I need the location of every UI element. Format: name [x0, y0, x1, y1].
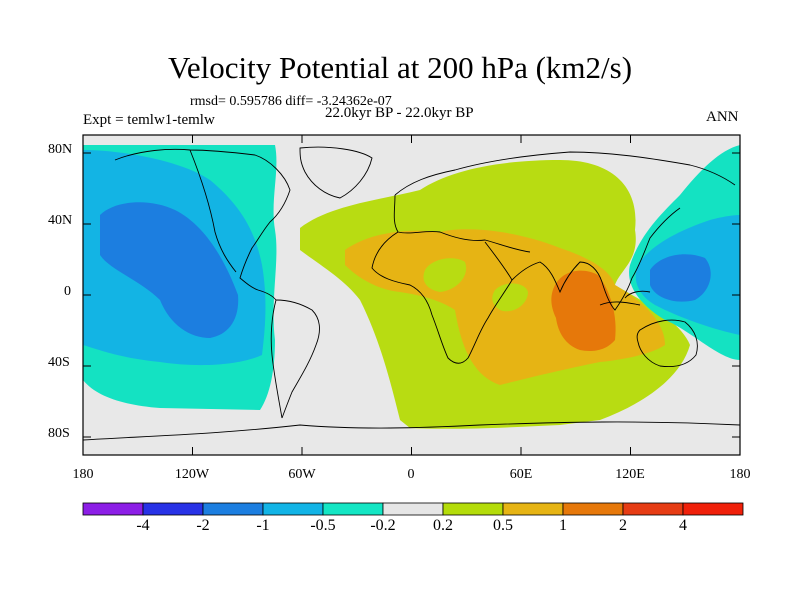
colorbar-label: 4	[679, 517, 687, 534]
coast-south-america-east	[275, 299, 320, 419]
y-tick-label-eq: 0	[64, 284, 71, 299]
map-title: Velocity Potential at 200 hPa (km2/s)	[167, 50, 633, 85]
colorbar-segment	[82, 502, 144, 516]
colorbar-segment	[202, 502, 264, 516]
coast-eurasia-north	[394, 151, 736, 196]
colorbar-segment	[322, 502, 384, 516]
season-label: ANN	[706, 109, 739, 125]
coast-indonesia	[599, 290, 651, 306]
coastlines	[83, 146, 740, 441]
coast-antarctica	[83, 421, 740, 441]
x-tick-label-60e: 60E	[509, 467, 533, 482]
y-tick-label-80n: 80N	[48, 142, 73, 157]
colorbar	[82, 502, 744, 516]
x-tick-label-60w: 60W	[288, 467, 316, 482]
coast-na-west	[189, 149, 237, 273]
experiment-line: Expt = temlw1-temlw	[83, 112, 215, 128]
coast-australia	[636, 319, 698, 367]
coast-greenland	[299, 146, 373, 199]
colorbar-segment	[502, 502, 564, 516]
x-tick-label-180e: 180	[729, 467, 751, 482]
colorbar-label: -0.2	[370, 517, 396, 534]
field-positive-hole-2	[492, 283, 528, 312]
coast-north-america	[114, 148, 291, 301]
colorbar-label: -1	[256, 517, 270, 534]
colorbar-label: -4	[136, 517, 150, 534]
coast-south-america-west	[270, 299, 283, 419]
period-line: 22.0kyr BP - 22.0kyr BP	[325, 105, 474, 121]
coast-south-asia	[511, 207, 681, 311]
y-tick-label-40n: 40N	[48, 213, 73, 228]
y-tick-label-40s: 40S	[48, 355, 70, 370]
colorbar-segment	[622, 502, 684, 516]
colorbar-label: -2	[196, 517, 210, 534]
colorbar-label: 2	[619, 517, 627, 534]
coast-mediterranean	[393, 194, 531, 253]
lat-ticks	[83, 152, 740, 438]
colorbar-label: -0.5	[310, 517, 336, 534]
lon-ticks	[82, 135, 741, 455]
field-negative-core-east	[650, 254, 711, 302]
x-tick-label-120w: 120W	[174, 467, 210, 482]
colorbar-segment	[562, 502, 624, 516]
x-tick-label-180w: 180	[72, 467, 94, 482]
colorbar-label: 1	[559, 517, 567, 534]
colorbar-segment	[142, 502, 204, 516]
colorbar-segment	[442, 502, 504, 516]
colorbar-segment	[382, 502, 444, 516]
coast-africa	[371, 231, 513, 364]
y-tick-label-80s: 80S	[48, 426, 70, 441]
field-positive-hole	[423, 258, 467, 292]
colorbar-segment	[682, 502, 744, 516]
x-tick-label-0: 0	[407, 467, 415, 482]
colorbar-label: 0.2	[433, 517, 453, 534]
stats-line: rmsd= 0.595786 diff= -3.24362e-07	[190, 94, 392, 109]
field-positive-max	[551, 270, 616, 351]
colorbar-label: 0.5	[493, 517, 513, 534]
field-negative-core-west	[100, 202, 239, 338]
x-tick-label-120e: 120E	[615, 467, 645, 482]
colorbar-segment	[262, 502, 324, 516]
contour-field	[83, 135, 740, 455]
